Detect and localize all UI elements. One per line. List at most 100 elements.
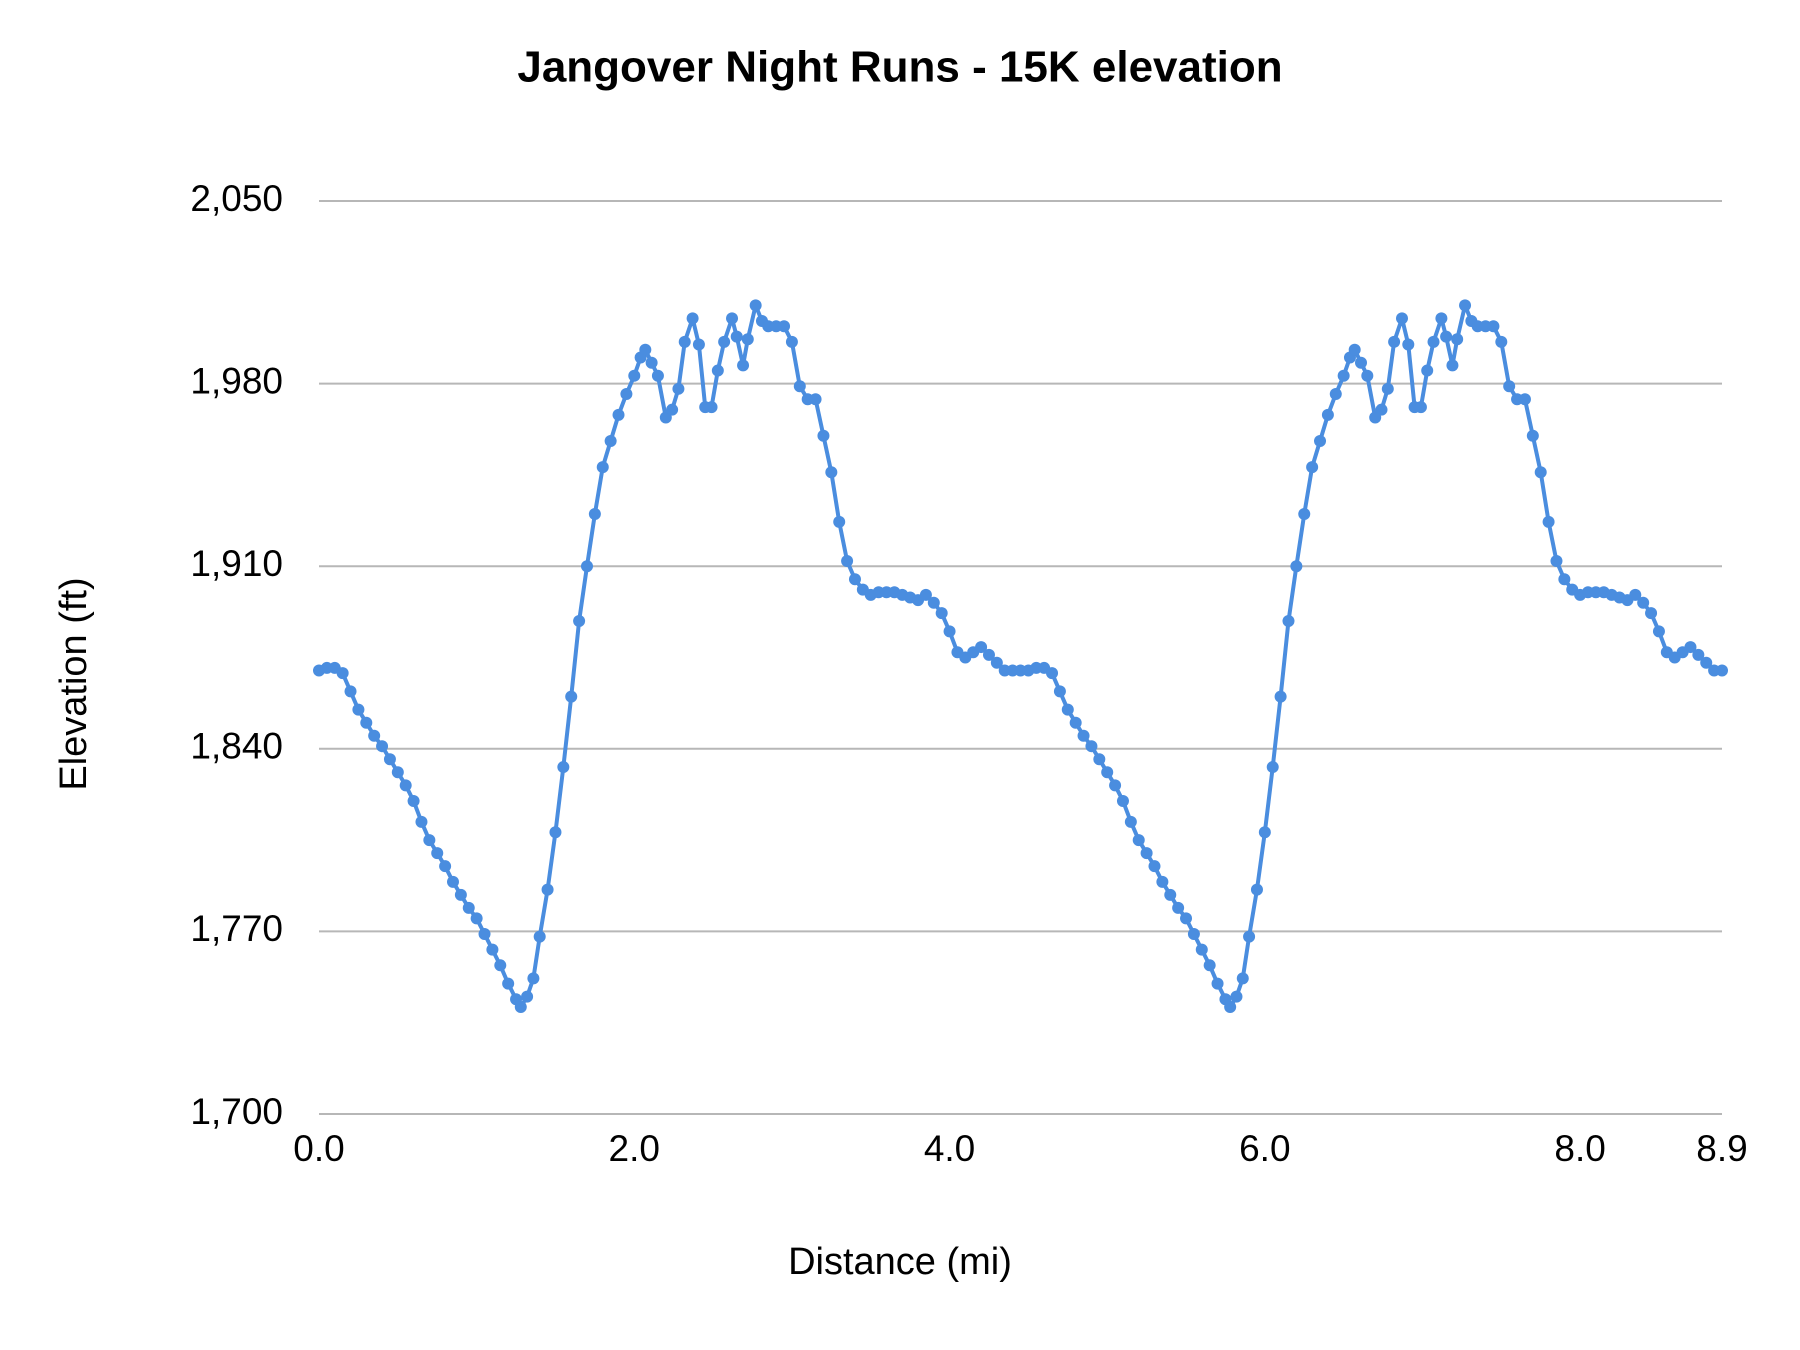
data-point — [686, 312, 699, 325]
data-point — [620, 388, 633, 401]
data-point — [678, 335, 691, 348]
data-point — [1250, 883, 1263, 896]
data-point — [841, 554, 854, 567]
data-point — [391, 766, 404, 779]
data-point — [1230, 990, 1243, 1003]
data-point — [1211, 977, 1224, 990]
data-point — [1329, 388, 1342, 401]
data-point — [486, 943, 499, 956]
data-point — [1375, 403, 1388, 416]
data-point — [565, 690, 578, 703]
data-point — [639, 343, 652, 356]
data-point — [1518, 393, 1531, 406]
data-point — [1652, 625, 1665, 638]
data-point — [982, 648, 995, 661]
data-point — [1306, 461, 1319, 474]
data-point — [848, 573, 861, 586]
data-point — [1716, 664, 1728, 677]
data-point — [666, 403, 679, 416]
data-point — [1684, 641, 1697, 654]
data-point — [580, 560, 593, 573]
data-point — [730, 330, 743, 343]
y-tick-label: 2,050 — [190, 178, 283, 219]
y-tick-label: 1,980 — [190, 360, 283, 401]
data-point — [1355, 356, 1368, 369]
data-point — [1266, 761, 1279, 774]
x-tick-label: 8.0 — [1554, 1128, 1605, 1169]
data-point — [1637, 596, 1650, 609]
data-point — [919, 588, 932, 601]
data-point — [612, 408, 625, 421]
data-point — [1243, 930, 1256, 943]
data-point — [1085, 740, 1098, 753]
chart-title: Jangover Night Runs - 15K elevation — [517, 43, 1282, 92]
data-point — [431, 847, 444, 860]
data-point — [692, 338, 705, 351]
data-point — [376, 740, 389, 753]
data-point — [604, 434, 617, 447]
y-tick-label: 1,910 — [190, 543, 283, 584]
data-point — [1180, 912, 1193, 925]
x-axis-label: Distance (mi) — [788, 1241, 1012, 1283]
data-point — [1172, 901, 1185, 914]
data-point — [1381, 382, 1394, 395]
data-point — [399, 779, 412, 792]
data-point — [1440, 330, 1453, 343]
data-point — [1109, 779, 1122, 792]
data-point — [672, 382, 685, 395]
data-point — [1435, 312, 1448, 325]
data-point — [1414, 401, 1427, 414]
x-tick-label: 0.0 — [293, 1128, 344, 1169]
data-point — [446, 875, 459, 888]
data-point — [1503, 380, 1516, 393]
data-point — [1692, 648, 1705, 661]
data-point — [711, 364, 724, 377]
data-point — [1542, 515, 1555, 528]
data-point — [1046, 667, 1059, 680]
data-point — [588, 508, 601, 521]
data-point — [1224, 1001, 1237, 1014]
data-point — [628, 369, 641, 382]
data-point — [407, 794, 420, 807]
data-point — [454, 888, 467, 901]
data-point — [415, 815, 428, 828]
data-point — [718, 335, 731, 348]
data-point — [336, 667, 349, 680]
data-point — [975, 641, 988, 654]
data-point — [423, 834, 436, 847]
y-tick-label: 1,840 — [190, 726, 283, 767]
data-point — [1451, 333, 1464, 346]
data-point — [741, 333, 754, 346]
data-point — [1203, 959, 1216, 972]
data-point — [478, 928, 491, 941]
data-point — [1446, 359, 1459, 372]
data-point — [1427, 335, 1440, 348]
data-point — [927, 596, 940, 609]
data-point — [1495, 335, 1508, 348]
data-point — [1526, 429, 1539, 442]
data-point — [549, 826, 562, 839]
data-point — [726, 312, 739, 325]
data-point — [1337, 369, 1350, 382]
x-tick-label: 8.9 — [1696, 1128, 1747, 1169]
data-point — [793, 380, 806, 393]
x-tick-label: 2.0 — [609, 1128, 660, 1169]
data-point — [1459, 299, 1472, 312]
data-point — [785, 335, 798, 348]
data-point — [541, 883, 554, 896]
data-point — [1314, 434, 1327, 447]
data-point — [935, 607, 948, 620]
data-point — [557, 761, 570, 774]
data-point — [1236, 972, 1249, 985]
data-point — [737, 359, 750, 372]
data-point — [990, 656, 1003, 669]
data-point — [521, 990, 534, 1003]
data-point — [1069, 716, 1082, 729]
x-tick-label: 6.0 — [1239, 1128, 1290, 1169]
data-point — [360, 716, 373, 729]
data-point — [1421, 364, 1434, 377]
data-point — [1116, 794, 1129, 807]
data-point — [1388, 335, 1401, 348]
data-point — [573, 614, 586, 627]
